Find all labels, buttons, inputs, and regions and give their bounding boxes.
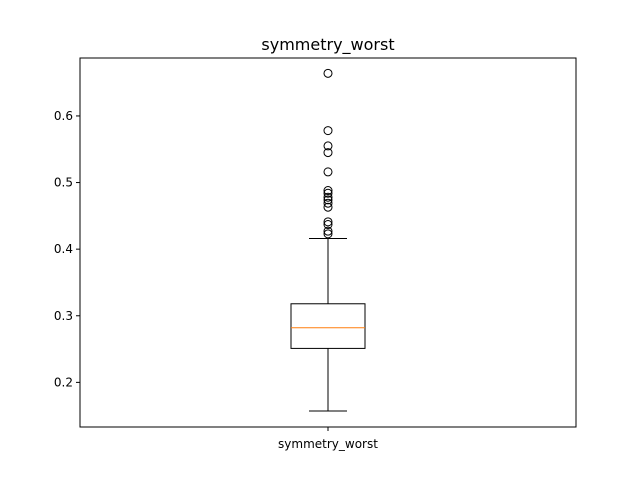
outlier-point (323, 202, 333, 212)
x-axis-ticks: symmetry_worst (278, 427, 378, 451)
outlier-point (323, 192, 333, 202)
outlier-point (323, 220, 333, 230)
y-tick-label: 0.3 (54, 309, 73, 323)
outlier-point (323, 141, 333, 151)
chart-title: symmetry_worst (261, 35, 394, 55)
y-tick-label: 0.5 (54, 176, 73, 190)
y-axis-ticks: 0.2 0.3 0.4 0.5 0.6 (54, 109, 80, 389)
outlier-point (323, 188, 333, 198)
axes-frame (79, 57, 577, 428)
y-tick-label: 0.4 (54, 242, 73, 256)
outlier-point (323, 148, 333, 158)
outlier-point (323, 226, 333, 236)
outlier-point (323, 186, 333, 196)
outlier-point (323, 217, 333, 227)
outlier-point (323, 126, 333, 136)
outlier-point (323, 198, 333, 208)
iqr-box (290, 303, 366, 349)
y-tick-label: 0.2 (54, 375, 73, 389)
y-tick-label: 0.6 (54, 109, 73, 123)
outlier-point (323, 167, 333, 177)
outlier-point (323, 195, 333, 205)
x-tick-label: symmetry_worst (278, 437, 378, 451)
outlier-point (323, 229, 333, 239)
outlier-point (323, 68, 333, 78)
box-plot-marks (290, 68, 366, 412)
